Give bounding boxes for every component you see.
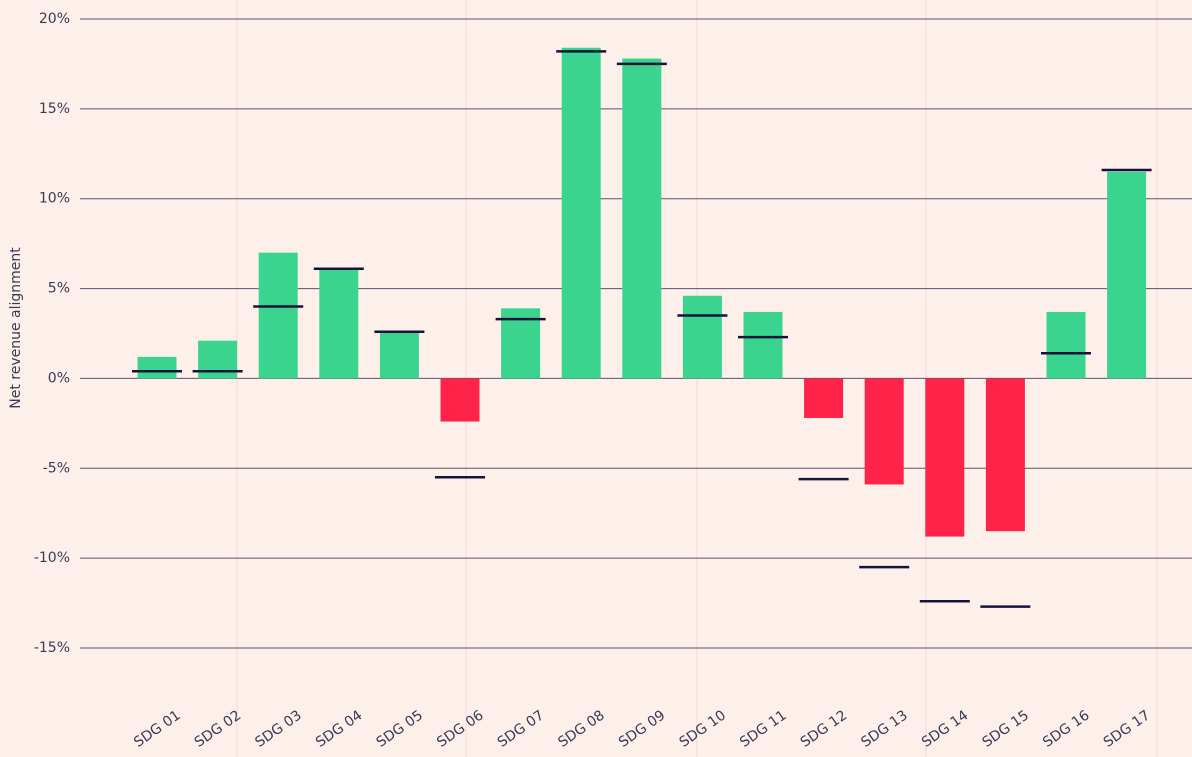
y-tick-label: -15% — [34, 640, 70, 656]
y-tick-label: -5% — [43, 460, 70, 476]
bar — [1107, 171, 1147, 379]
y-tick-label: 15% — [39, 101, 70, 117]
bar — [985, 378, 1025, 532]
y-tick-label: -10% — [34, 550, 70, 566]
bar — [319, 268, 359, 379]
bar — [379, 331, 419, 379]
bar — [925, 378, 965, 537]
bar — [137, 356, 177, 379]
y-tick-label: 10% — [39, 191, 70, 207]
bar — [682, 295, 722, 379]
y-tick-label: 20% — [39, 11, 70, 27]
bar — [622, 58, 662, 379]
bar — [561, 47, 601, 379]
bar — [440, 378, 480, 422]
y-axis-label: Net revenue alignment — [8, 247, 24, 409]
bar — [804, 378, 844, 418]
y-tick-label: 5% — [48, 281, 70, 297]
bar — [1046, 311, 1086, 379]
bar — [258, 252, 298, 379]
y-tick-label: 0% — [48, 370, 70, 386]
bar — [198, 340, 238, 379]
bar — [864, 378, 904, 485]
bar — [743, 311, 783, 379]
